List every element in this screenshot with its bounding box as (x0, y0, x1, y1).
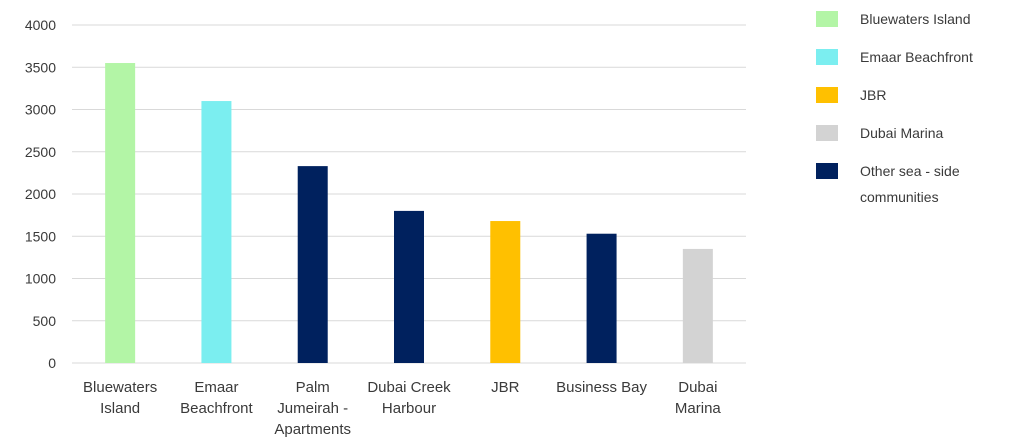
x-tick-label-line: Island (100, 400, 140, 417)
legend-item-3: Dubai Marina (816, 120, 1016, 146)
bar-6 (682, 248, 713, 363)
legend-label-line: communities (860, 189, 939, 205)
legend-label-line: JBR (860, 87, 887, 103)
legend-swatch (816, 87, 838, 103)
y-tick-label-5: 2500 (25, 144, 56, 160)
x-tick-label-line: Business Bay (556, 379, 647, 396)
y-tick-label-7: 3500 (25, 59, 56, 75)
legend-item-4: Other sea - side communities (816, 158, 1016, 210)
bar-0 (105, 63, 136, 364)
x-tick-label-0: Bluewaters Island (83, 379, 157, 417)
x-tick-label-5: Business Bay (556, 379, 647, 396)
y-tick-label-4: 2000 (25, 186, 56, 202)
x-tick-label-3: Dubai Creek Harbour (367, 379, 451, 417)
y-axis-ticks: 0 500 1000 1500 2000 2500 3000 3500 4000 (25, 17, 56, 371)
legend-label-line: Other sea - side (860, 163, 960, 179)
legend-swatch (816, 125, 838, 141)
bar-4 (490, 221, 521, 363)
x-tick-label-line: Beachfront (180, 400, 253, 417)
x-tick-label-6: Dubai Marina (675, 379, 722, 417)
bar-1 (201, 101, 232, 364)
grid-lines (72, 24, 746, 364)
x-tick-label-4: JBR (491, 379, 520, 396)
y-tick-label-1: 500 (33, 313, 57, 329)
x-tick-label-2: Palm Jumeirah - Apartments (274, 379, 351, 438)
x-tick-label-line: Dubai Creek (367, 379, 451, 396)
bar-5 (586, 233, 617, 363)
x-tick-label-line: JBR (491, 379, 520, 396)
legend-swatch (816, 163, 838, 179)
y-tick-label-6: 3000 (25, 102, 56, 118)
y-tick-label-3: 1500 (25, 228, 56, 244)
x-tick-label-line: Marina (675, 400, 722, 417)
legend-item-0: Bluewaters Island (816, 6, 1016, 32)
legend-label: Emaar Beachfront (860, 44, 1010, 70)
x-tick-label-line: Palm (296, 379, 330, 396)
x-tick-label-line: Dubai (678, 379, 717, 396)
legend-swatch (816, 49, 838, 65)
legend-label-line: Dubai Marina (860, 125, 944, 141)
legend-label-line: Bluewaters Island (860, 11, 971, 27)
x-tick-label-line: Bluewaters (83, 379, 157, 396)
legend-swatch (816, 11, 838, 27)
y-tick-label-2: 1000 (25, 271, 56, 287)
bars (105, 63, 713, 364)
legend-label: Other sea - side communities (860, 158, 1010, 210)
x-tick-label-1: Emaar Beachfront (180, 379, 253, 417)
x-tick-label-line: Harbour (382, 400, 436, 417)
x-axis-ticks: Bluewaters Island Emaar Beachfront Palm Jumei… (83, 379, 721, 438)
legend-label: Bluewaters Island (860, 6, 1010, 32)
y-tick-label-0: 0 (48, 355, 56, 371)
legend-item-2: JBR (816, 82, 1016, 108)
x-tick-label-line: Jumeirah - (277, 400, 348, 417)
x-tick-label-line: Apartments (274, 421, 351, 438)
legend-label: JBR (860, 82, 1010, 108)
legend-label: Dubai Marina (860, 120, 1010, 146)
bar-2 (297, 166, 328, 363)
x-tick-label-line: Emaar (194, 379, 238, 396)
legend-label-line: Emaar Beachfront (860, 49, 973, 65)
legend-item-1: Emaar Beachfront (816, 44, 1016, 70)
bar-3 (394, 210, 424, 363)
y-tick-label-8: 4000 (25, 17, 56, 33)
